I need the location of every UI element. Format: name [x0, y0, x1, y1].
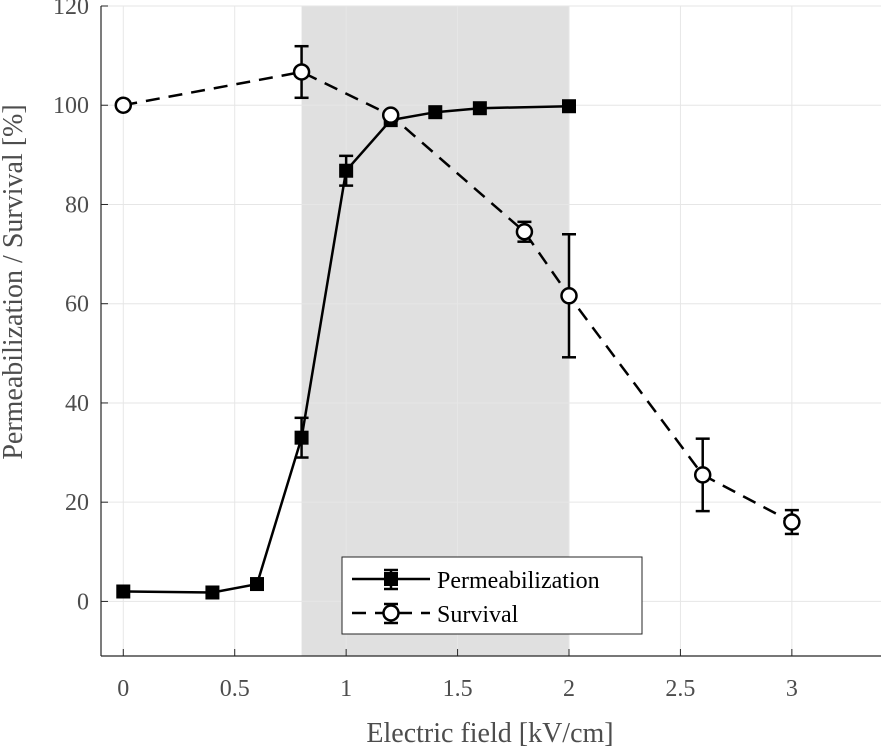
legend: Permeabilization Survival: [341, 556, 643, 635]
permeabilization-point: [428, 105, 443, 120]
legend-permeabilization-marker: [384, 572, 398, 586]
y-tick-label: 20: [65, 490, 89, 516]
permeabilization-point: [116, 584, 131, 599]
survival-point: [114, 96, 133, 114]
y-tick-label: 40: [65, 391, 89, 417]
x-tick-label: 0: [117, 676, 129, 702]
legend-permeabilization-label: Permeabilization: [437, 568, 600, 594]
y-tick-label: 100: [53, 93, 89, 119]
y-tick-label: 80: [65, 192, 89, 218]
x-tick-label: 3: [786, 676, 798, 702]
y-tick-label: 0: [77, 589, 89, 615]
x-tick-label: 2: [563, 676, 575, 702]
permeabilization-point: [205, 585, 220, 600]
y-tick-label: 60: [65, 292, 89, 318]
y-axis-label: Permeabilization / Survival [%]: [0, 104, 29, 459]
survival-point: [515, 223, 534, 241]
survival-point: [560, 287, 578, 305]
legend-survival-label: Survival: [437, 602, 519, 628]
survival-point: [292, 63, 311, 81]
permeabilization-point: [339, 163, 354, 178]
legend-survival-marker: [382, 604, 400, 622]
survival-point: [693, 466, 712, 484]
x-tick-label: 2.5: [665, 676, 695, 702]
x-tick-label: 0.5: [220, 676, 250, 702]
permeabilization-point: [562, 99, 576, 114]
x-tick-label: 1.5: [443, 676, 473, 702]
permeabilization-point: [472, 101, 487, 116]
survival-point: [783, 513, 801, 531]
y-tick-label: 120: [53, 0, 89, 20]
x-tick-label: 1: [340, 676, 352, 702]
permeabilization-point: [250, 577, 264, 592]
permeabilization-point: [294, 430, 309, 445]
x-axis-label: Electric field [kV/cm]: [366, 718, 613, 749]
survival-point: [381, 106, 400, 124]
